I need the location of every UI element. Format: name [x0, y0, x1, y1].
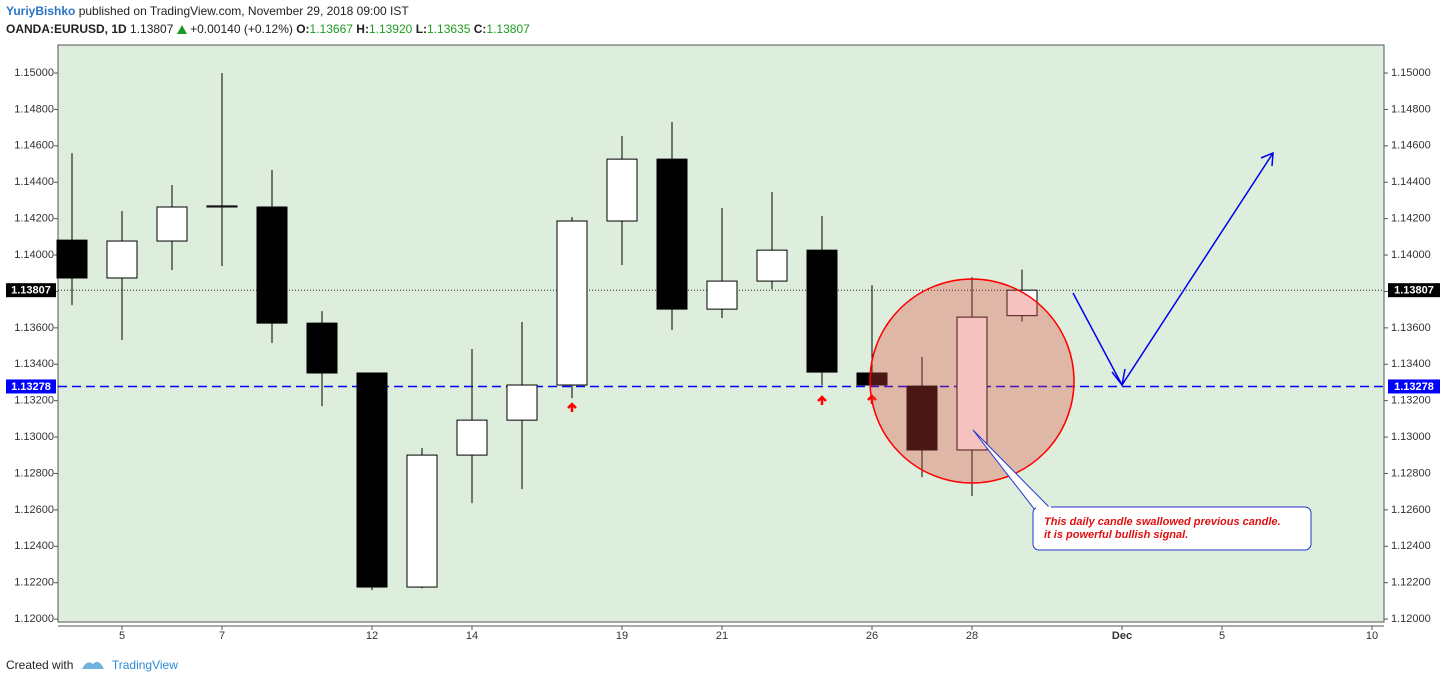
signal-arrow: [817, 395, 827, 405]
annotation-text: This daily candle swallowed previous can…: [1044, 516, 1281, 528]
y-tick-label: 1.13000: [14, 431, 54, 443]
brand[interactable]: TradingView: [111, 658, 178, 672]
y-tick-label: 1.14800: [14, 103, 54, 115]
y-tick-label: 1.14200: [1391, 213, 1431, 225]
callout-pointer: [972, 429, 1053, 511]
ohlc-value: 1.13807: [486, 22, 530, 36]
candle-body: [456, 419, 488, 456]
candle-body: [956, 316, 988, 451]
candle-body: [856, 372, 888, 386]
x-tick-label: 5: [119, 630, 125, 642]
price-label: 1.13807: [1394, 285, 1434, 297]
x-tick-label: 28: [966, 630, 978, 642]
x-tick-label: 19: [616, 630, 628, 642]
x-tick-label: 21: [716, 630, 728, 642]
x-tick-label: 26: [866, 630, 878, 642]
candle-body: [906, 385, 938, 451]
candle-body: [706, 280, 738, 310]
price-label: 1.13807: [11, 285, 51, 297]
candle-body: [106, 240, 138, 279]
y-tick-label: 1.14400: [14, 176, 54, 188]
y-tick-label: 1.14600: [1391, 140, 1431, 152]
candle-body: [756, 249, 788, 282]
candle-body: [206, 205, 238, 208]
x-tick-label: 7: [219, 630, 225, 642]
y-tick-label: 1.15000: [1391, 67, 1431, 79]
up-triangle: [176, 25, 187, 34]
candle-body: [256, 206, 288, 324]
author[interactable]: YuriyBishko: [6, 4, 76, 18]
logo: [81, 661, 104, 669]
x-tick-label: 10: [1366, 630, 1378, 642]
ohlc-value: 1.13635: [427, 22, 471, 36]
y-tick-label: 1.12400: [1391, 540, 1431, 552]
header-line: YuriyBishko published on TradingView.com…: [6, 4, 409, 18]
price-label: 1.13278: [1394, 381, 1434, 393]
footer: Created with TradingView: [6, 658, 178, 672]
ohlc-label: L:: [415, 22, 428, 36]
price-label-box: [1388, 283, 1440, 298]
symbol: OANDA:EURUSD, 1D: [6, 22, 127, 36]
arrowhead: [1260, 151, 1274, 167]
y-tick-label: 1.14000: [14, 249, 54, 261]
candle-body: [156, 206, 188, 242]
candle-body: [356, 372, 388, 588]
y-tick-label: 1.14800: [1391, 103, 1431, 115]
y-tick-label: 1.12200: [1391, 577, 1431, 589]
y-tick-label: 1.13000: [1391, 431, 1431, 443]
change: +0.00140 (+0.12%): [190, 22, 293, 36]
ohlc-value: 1.13667: [309, 22, 353, 36]
highlight-circle: [869, 278, 1075, 484]
y-tick-label: 1.13600: [1391, 322, 1431, 334]
candle-body: [656, 158, 688, 310]
ohlc-label: C:: [473, 22, 487, 36]
y-tick-label: 1.12000: [1391, 613, 1431, 625]
x-tick-label: 14: [466, 630, 478, 642]
price-label: 1.13278: [11, 381, 51, 393]
published: published on TradingView.com, November 2…: [78, 4, 409, 18]
x-tick-label: Dec: [1112, 630, 1132, 642]
y-tick-label: 1.12800: [14, 467, 54, 479]
price-label-box: [6, 379, 56, 394]
signal-arrow: [567, 402, 577, 412]
ohlc-value: 1.13920: [368, 22, 413, 36]
y-tick-label: 1.13400: [14, 358, 54, 370]
y-tick-label: 1.14600: [14, 140, 54, 152]
candle-body: [806, 249, 838, 373]
ohlc-label: O:: [296, 22, 310, 36]
last-price: 1.13807: [130, 22, 174, 36]
y-tick-label: 1.12000: [14, 613, 54, 625]
price-label-box: [6, 283, 56, 298]
y-tick-label: 1.12600: [1391, 504, 1431, 516]
ohlc-label: H:: [356, 22, 369, 36]
annotation-text: it is powerful bullish signal.: [1044, 529, 1188, 541]
created-with: Created with: [6, 658, 74, 672]
candle-body: [56, 239, 88, 279]
candle-body: [606, 158, 638, 222]
y-tick-label: 1.12400: [14, 540, 54, 552]
y-tick-label: 1.14200: [14, 213, 54, 225]
arrowhead: [1111, 368, 1126, 387]
y-tick-label: 1.14000: [1391, 249, 1431, 261]
price-label-box: [1388, 379, 1440, 394]
y-tick-label: 1.12800: [1391, 467, 1431, 479]
y-tick-label: 1.13200: [14, 395, 54, 407]
y-tick-label: 1.12200: [14, 577, 54, 589]
y-tick-label: 1.13600: [14, 322, 54, 334]
y-tick-label: 1.13400: [1391, 358, 1431, 370]
x-tick-label: 12: [366, 630, 378, 642]
y-tick-label: 1.15000: [14, 67, 54, 79]
y-tick-label: 1.14400: [1391, 176, 1431, 188]
symbol-line: OANDA:EURUSD, 1D 1.13807 +0.00140 (+0.12…: [6, 22, 530, 36]
x-tick-label: 5: [1219, 630, 1225, 642]
candle-body: [556, 220, 588, 386]
candle-body: [406, 454, 438, 588]
callout-box: [1032, 506, 1312, 551]
candle-body: [306, 322, 338, 374]
candle-body: [506, 384, 538, 421]
y-tick-label: 1.13200: [1391, 395, 1431, 407]
y-tick-label: 1.12600: [14, 504, 54, 516]
